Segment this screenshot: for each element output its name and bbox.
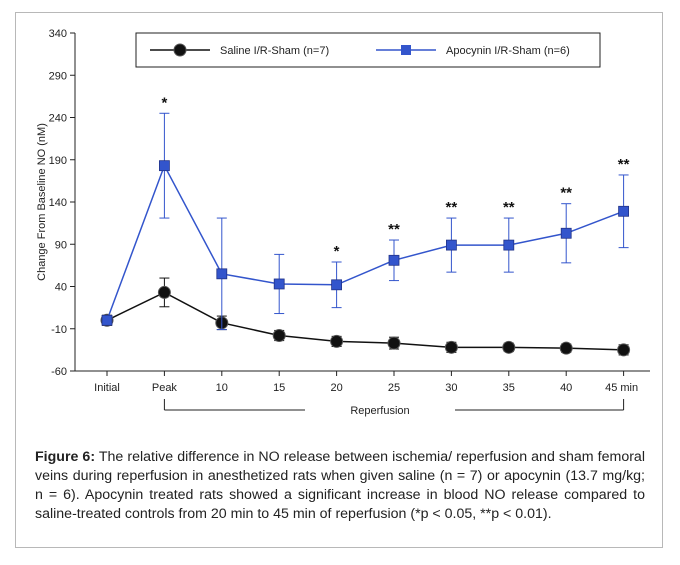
y-tick-label: 90 [55, 239, 67, 251]
data-point [617, 343, 631, 357]
significance-star: ** [618, 156, 630, 173]
data-point [444, 340, 458, 354]
series-line [106, 163, 624, 321]
chart-axes: 340 290 240 190 140 90 40 -10 -60 Initial Peak 10 15… [36, 28, 650, 394]
significance-star: ** [388, 221, 400, 238]
significance-star: ** [446, 199, 458, 216]
legend-box [135, 32, 601, 68]
y-tick-label: 340 [49, 28, 67, 40]
caption-label: Figure 6: [35, 449, 96, 465]
data-point [216, 268, 228, 280]
data-point [560, 227, 572, 239]
data-point [273, 278, 285, 290]
legend: Saline I/R-Sham (n=7) Apocynin I/R-Sham (… [135, 32, 601, 68]
data-point [330, 334, 344, 348]
y-tick-label: -60 [51, 366, 67, 378]
y-tick-label: 140 [49, 197, 67, 209]
y-tick-label: 240 [49, 113, 67, 125]
x-tick-label: 40 [560, 382, 572, 394]
legend-marker [173, 43, 187, 57]
x-tick-label: 45 min [605, 382, 638, 394]
caption-text: The relative difference in NO release be… [35, 449, 645, 522]
line-chart: 340 290 240 190 140 90 40 -10 -60 Initial Peak 10 15… [36, 28, 650, 417]
data-point [101, 314, 113, 326]
x-tick-label: 15 [273, 382, 285, 394]
x-tick-label: 35 [503, 382, 515, 394]
data-point [503, 239, 515, 251]
data-point [387, 336, 401, 350]
legend-item: Apocynin I/R-Sham (n=6) [376, 45, 570, 57]
x-tick-label: Initial [94, 382, 120, 394]
series-layer [100, 112, 631, 357]
data-point [388, 254, 400, 266]
data-point [157, 285, 171, 299]
reperfusion-bracket: Reperfusion [163, 399, 625, 417]
legend-label: Saline I/R-Sham (n=7) [220, 45, 329, 57]
y-tick-label: 190 [49, 155, 67, 167]
data-point [502, 340, 516, 354]
data-point [445, 239, 457, 251]
y-tick-label: 290 [49, 70, 67, 82]
y-tick-label: -10 [51, 324, 67, 336]
legend-marker [401, 45, 411, 55]
x-tick-label: Peak [152, 382, 178, 394]
x-tick-label: 30 [445, 382, 457, 394]
significance-star: ** [560, 185, 572, 202]
data-point [272, 329, 286, 343]
data-point [331, 279, 343, 291]
x-tick-label: 10 [216, 382, 228, 394]
figure-caption: Figure 6: The relative difference in NO … [35, 448, 645, 524]
bracket-label: Reperfusion [350, 405, 409, 417]
significance-star: * [334, 243, 340, 260]
legend-item: Saline I/R-Sham (n=7) [150, 43, 329, 57]
x-tick-label: 20 [330, 382, 342, 394]
significance-annotations: ****** ****** [161, 94, 629, 260]
series-saline [100, 277, 631, 357]
data-point [618, 205, 629, 217]
legend-label: Apocynin I/R-Sham (n=6) [446, 45, 570, 57]
series-line [106, 291, 624, 351]
y-tick-label: 40 [55, 282, 67, 294]
significance-star: ** [503, 199, 515, 216]
series-apocynin [101, 112, 629, 331]
data-point [559, 341, 573, 355]
x-tick-label: 25 [388, 382, 400, 394]
data-point [158, 160, 170, 172]
significance-star: * [161, 94, 167, 111]
y-axis-label: Change From Baseline NO (nM) [36, 123, 48, 281]
